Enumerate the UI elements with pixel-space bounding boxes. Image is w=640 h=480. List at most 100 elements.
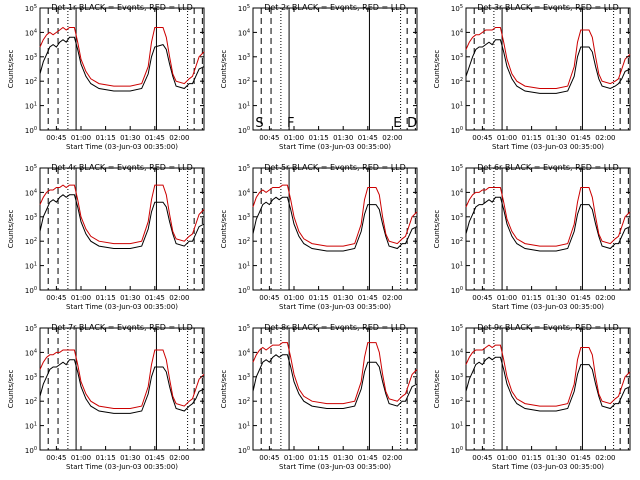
series-line-events	[465, 196, 631, 252]
panel-title: Det 9r BLACK = Events, RED = LLD	[477, 323, 619, 332]
y-tick-label: 104	[238, 188, 250, 197]
x-tick-label: 02:00	[382, 454, 402, 462]
x-tick-label: 01:30	[333, 134, 353, 142]
panel-title: Det 8r BLACK = Events, RED = LLD	[264, 323, 406, 332]
x-tick-label: 02:00	[169, 454, 189, 462]
panel-title: Det 1r BLACK = Events, RED = LLD	[51, 3, 193, 12]
y-tick-label: 103	[451, 53, 463, 62]
y-axis-label: Counts/sec	[220, 210, 228, 249]
y-axis-label: Counts/sec	[7, 210, 15, 249]
y-tick-label: 104	[25, 28, 37, 37]
panel-1: 100 101 102 103 104 105 00:45 01:00 01:15 01:30 01…	[7, 3, 205, 151]
x-tick-label: 00:45	[259, 134, 279, 142]
plot-frame	[39, 167, 205, 291]
x-axis-label: Start Time (03-Jun-03 00:35:00)	[279, 463, 391, 471]
panel-title: Det 6r BLACK = Events, RED = LLD	[477, 163, 619, 172]
y-tick-label: 102	[25, 397, 37, 406]
series-line-lld	[252, 342, 418, 405]
x-tick-label: 02:00	[169, 134, 189, 142]
x-tick-label: 01:30	[546, 294, 566, 302]
x-tick-label: 01:00	[284, 454, 304, 462]
x-tick-label: 01:00	[284, 134, 304, 142]
y-tick-label: 104	[238, 348, 250, 357]
y-axis-label: Counts/sec	[220, 50, 228, 89]
x-tick-label: 01:15	[522, 294, 542, 302]
y-tick-label: 102	[238, 397, 250, 406]
x-axis-label: Start Time (03-Jun-03 00:35:00)	[492, 303, 604, 311]
y-tick-label: 103	[451, 213, 463, 222]
marker-letter: E	[393, 116, 401, 131]
y-tick-label: 100	[25, 446, 37, 455]
x-tick-label: 01:30	[546, 134, 566, 142]
y-tick-label: 101	[451, 422, 463, 431]
x-tick-label: 01:30	[333, 294, 353, 302]
x-axis-label: Start Time (03-Jun-03 00:35:00)	[66, 303, 178, 311]
series-line-events	[252, 354, 418, 409]
y-axis-label: Counts/sec	[7, 370, 15, 409]
x-tick-label: 02:00	[169, 294, 189, 302]
series-line-events	[39, 36, 205, 92]
panel-title: Det 4r BLACK = Events, RED = LLD	[51, 163, 193, 172]
x-tick-label: 01:30	[546, 454, 566, 462]
y-tick-label: 100	[451, 446, 463, 455]
y-tick-label: 103	[238, 213, 250, 222]
x-axis-label: Start Time (03-Jun-03 00:35:00)	[492, 143, 604, 151]
series-line-lld	[39, 26, 205, 87]
y-tick-label: 105	[451, 324, 463, 333]
y-tick-label: 104	[451, 348, 463, 357]
y-tick-label: 100	[238, 126, 250, 135]
x-axis-label: Start Time (03-Jun-03 00:35:00)	[492, 463, 604, 471]
y-tick-label: 103	[25, 213, 37, 222]
y-axis-label: Counts/sec	[220, 370, 228, 409]
y-tick-label: 100	[25, 286, 37, 295]
x-tick-label: 02:00	[595, 294, 615, 302]
y-tick-label: 103	[238, 53, 250, 62]
x-tick-label: 01:45	[358, 134, 378, 142]
y-axis-label: Counts/sec	[433, 370, 441, 409]
x-tick-label: 01:30	[333, 454, 353, 462]
panel-9: 100 101 102 103 104 105 00:45 01:00 01:15 01:30 01…	[433, 323, 631, 471]
y-tick-label: 103	[451, 373, 463, 382]
y-tick-label: 105	[238, 164, 250, 173]
y-tick-label: 101	[25, 102, 37, 111]
x-tick-label: 01:00	[71, 294, 91, 302]
marker-letter: D	[407, 116, 417, 131]
y-tick-label: 101	[238, 102, 250, 111]
series-line-events	[252, 196, 418, 252]
plot-frame	[39, 7, 205, 131]
y-tick-label: 101	[25, 422, 37, 431]
x-tick-label: 01:45	[358, 454, 378, 462]
series-line-lld	[252, 184, 418, 247]
panel-7: 100 101 102 103 104 105 00:45 01:00 01:15 01:30 01…	[7, 323, 205, 471]
y-tick-label: 104	[25, 348, 37, 357]
x-tick-label: 01:00	[497, 134, 517, 142]
y-tick-label: 102	[451, 397, 463, 406]
x-tick-label: 01:45	[145, 454, 165, 462]
x-tick-label: 01:30	[120, 454, 140, 462]
y-tick-label: 105	[451, 4, 463, 13]
x-tick-label: 00:45	[259, 294, 279, 302]
y-tick-label: 102	[238, 77, 250, 86]
x-tick-label: 01:45	[358, 294, 378, 302]
x-tick-label: 01:30	[120, 294, 140, 302]
plot-frame	[465, 327, 631, 451]
series-line-lld	[465, 27, 631, 89]
x-tick-label: 02:00	[382, 134, 402, 142]
series-line-lld	[39, 184, 205, 245]
panel-title: Det 5r BLACK = Events, RED = LLD	[264, 163, 406, 172]
x-tick-label: 00:45	[46, 294, 66, 302]
y-tick-label: 101	[451, 262, 463, 271]
y-tick-label: 102	[451, 237, 463, 246]
x-tick-label: 01:15	[522, 134, 542, 142]
x-tick-label: 01:15	[96, 134, 116, 142]
series-line-lld	[39, 349, 205, 409]
x-tick-label: 01:00	[284, 294, 304, 302]
x-axis-label: Start Time (03-Jun-03 00:35:00)	[279, 303, 391, 311]
x-tick-label: 01:15	[96, 454, 116, 462]
x-axis-label: Start Time (03-Jun-03 00:35:00)	[66, 143, 178, 151]
series-line-lld	[465, 187, 631, 247]
x-tick-label: 02:00	[595, 134, 615, 142]
x-tick-label: 00:45	[259, 454, 279, 462]
series-line-lld	[465, 344, 631, 407]
plot-frame	[465, 7, 631, 131]
